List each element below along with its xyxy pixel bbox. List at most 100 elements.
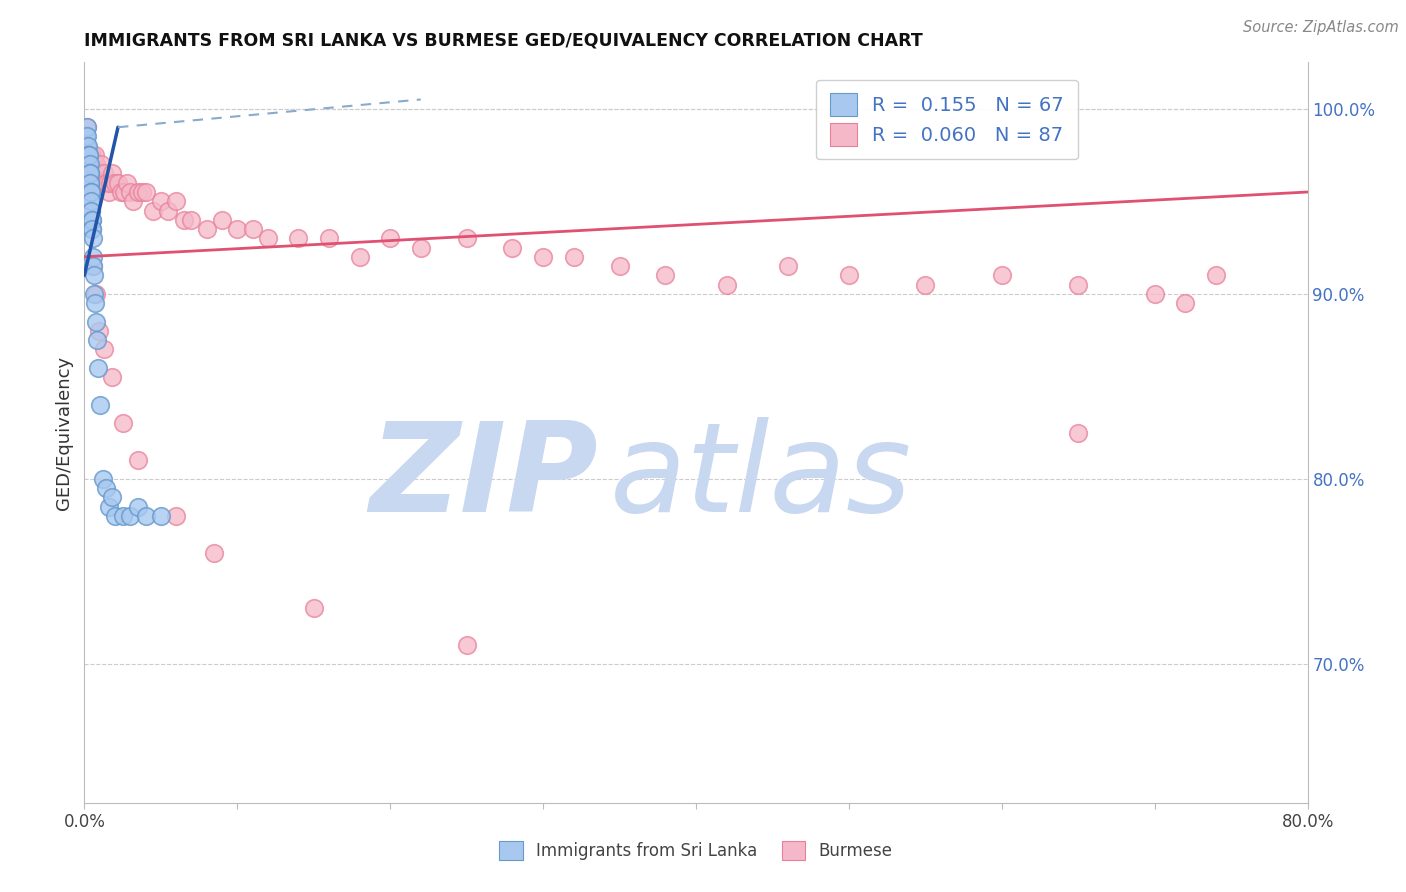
Point	[1067, 425, 1090, 440]
Point	[79, 157, 101, 171]
Point	[120, 185, 142, 199]
Point	[77, 148, 100, 162]
Point	[180, 212, 202, 227]
Point	[77, 176, 100, 190]
Point	[173, 212, 195, 227]
Point	[76, 157, 98, 171]
Point	[77, 212, 100, 227]
Point	[107, 176, 129, 190]
Point	[110, 185, 132, 199]
Point	[120, 508, 142, 523]
Point	[76, 157, 98, 171]
Point	[502, 240, 524, 254]
Point	[165, 194, 187, 209]
Point	[127, 185, 149, 199]
Point	[135, 185, 157, 199]
Point	[104, 176, 127, 190]
Point	[142, 203, 165, 218]
Point	[80, 157, 103, 171]
Point	[79, 166, 101, 180]
Point	[79, 185, 101, 199]
Point	[202, 546, 225, 560]
Point	[211, 212, 233, 227]
Text: ZIP: ZIP	[370, 417, 598, 538]
Point	[716, 277, 738, 292]
Point	[157, 203, 180, 218]
Point	[77, 157, 100, 171]
Point	[318, 231, 340, 245]
Point	[82, 157, 104, 171]
Point	[76, 138, 98, 153]
Point	[76, 176, 98, 190]
Point	[83, 286, 105, 301]
Point	[122, 194, 145, 209]
Point	[75, 148, 97, 162]
Point	[242, 222, 264, 236]
Point	[76, 176, 98, 190]
Point	[112, 185, 135, 199]
Point	[79, 148, 101, 162]
Point	[77, 166, 100, 180]
Point	[991, 268, 1014, 283]
Point	[80, 203, 103, 218]
Point	[76, 166, 98, 180]
Point	[1205, 268, 1227, 283]
Point	[76, 157, 98, 171]
Point	[77, 176, 100, 190]
Point	[87, 360, 110, 375]
Point	[77, 148, 100, 162]
Point	[80, 176, 103, 190]
Point	[76, 120, 98, 135]
Point	[131, 185, 153, 199]
Point	[77, 148, 100, 162]
Point	[84, 286, 107, 301]
Point	[80, 203, 103, 218]
Point	[76, 157, 98, 171]
Point	[77, 166, 100, 180]
Point	[76, 129, 98, 144]
Point	[79, 176, 101, 190]
Point	[77, 176, 100, 190]
Point	[101, 491, 124, 505]
Point	[77, 157, 100, 171]
Point	[349, 250, 371, 264]
Point	[83, 157, 105, 171]
Point	[127, 453, 149, 467]
Point	[77, 166, 100, 180]
Point	[380, 231, 402, 245]
Point	[104, 508, 127, 523]
Point	[77, 148, 100, 162]
Point	[80, 148, 103, 162]
Point	[149, 508, 172, 523]
Point	[80, 212, 103, 227]
Point	[562, 250, 585, 264]
Point	[127, 500, 149, 514]
Point	[79, 176, 101, 190]
Point	[609, 259, 631, 273]
Point	[111, 508, 134, 523]
Point	[101, 370, 124, 384]
Point	[79, 166, 101, 180]
Point	[84, 296, 107, 310]
Point	[82, 231, 104, 245]
Point	[90, 157, 112, 171]
Point	[257, 231, 280, 245]
Point	[654, 268, 676, 283]
Point	[456, 231, 478, 245]
Point	[80, 194, 103, 209]
Point	[97, 500, 120, 514]
Point	[409, 240, 432, 254]
Point	[115, 176, 138, 190]
Point	[76, 166, 98, 180]
Point	[86, 166, 108, 180]
Point	[79, 176, 101, 190]
Point	[79, 166, 101, 180]
Point	[94, 481, 117, 495]
Point	[76, 120, 98, 135]
Point	[89, 398, 111, 412]
Point	[75, 176, 97, 190]
Point	[165, 508, 187, 523]
Point	[75, 129, 97, 144]
Point	[84, 148, 107, 162]
Point	[79, 185, 101, 199]
